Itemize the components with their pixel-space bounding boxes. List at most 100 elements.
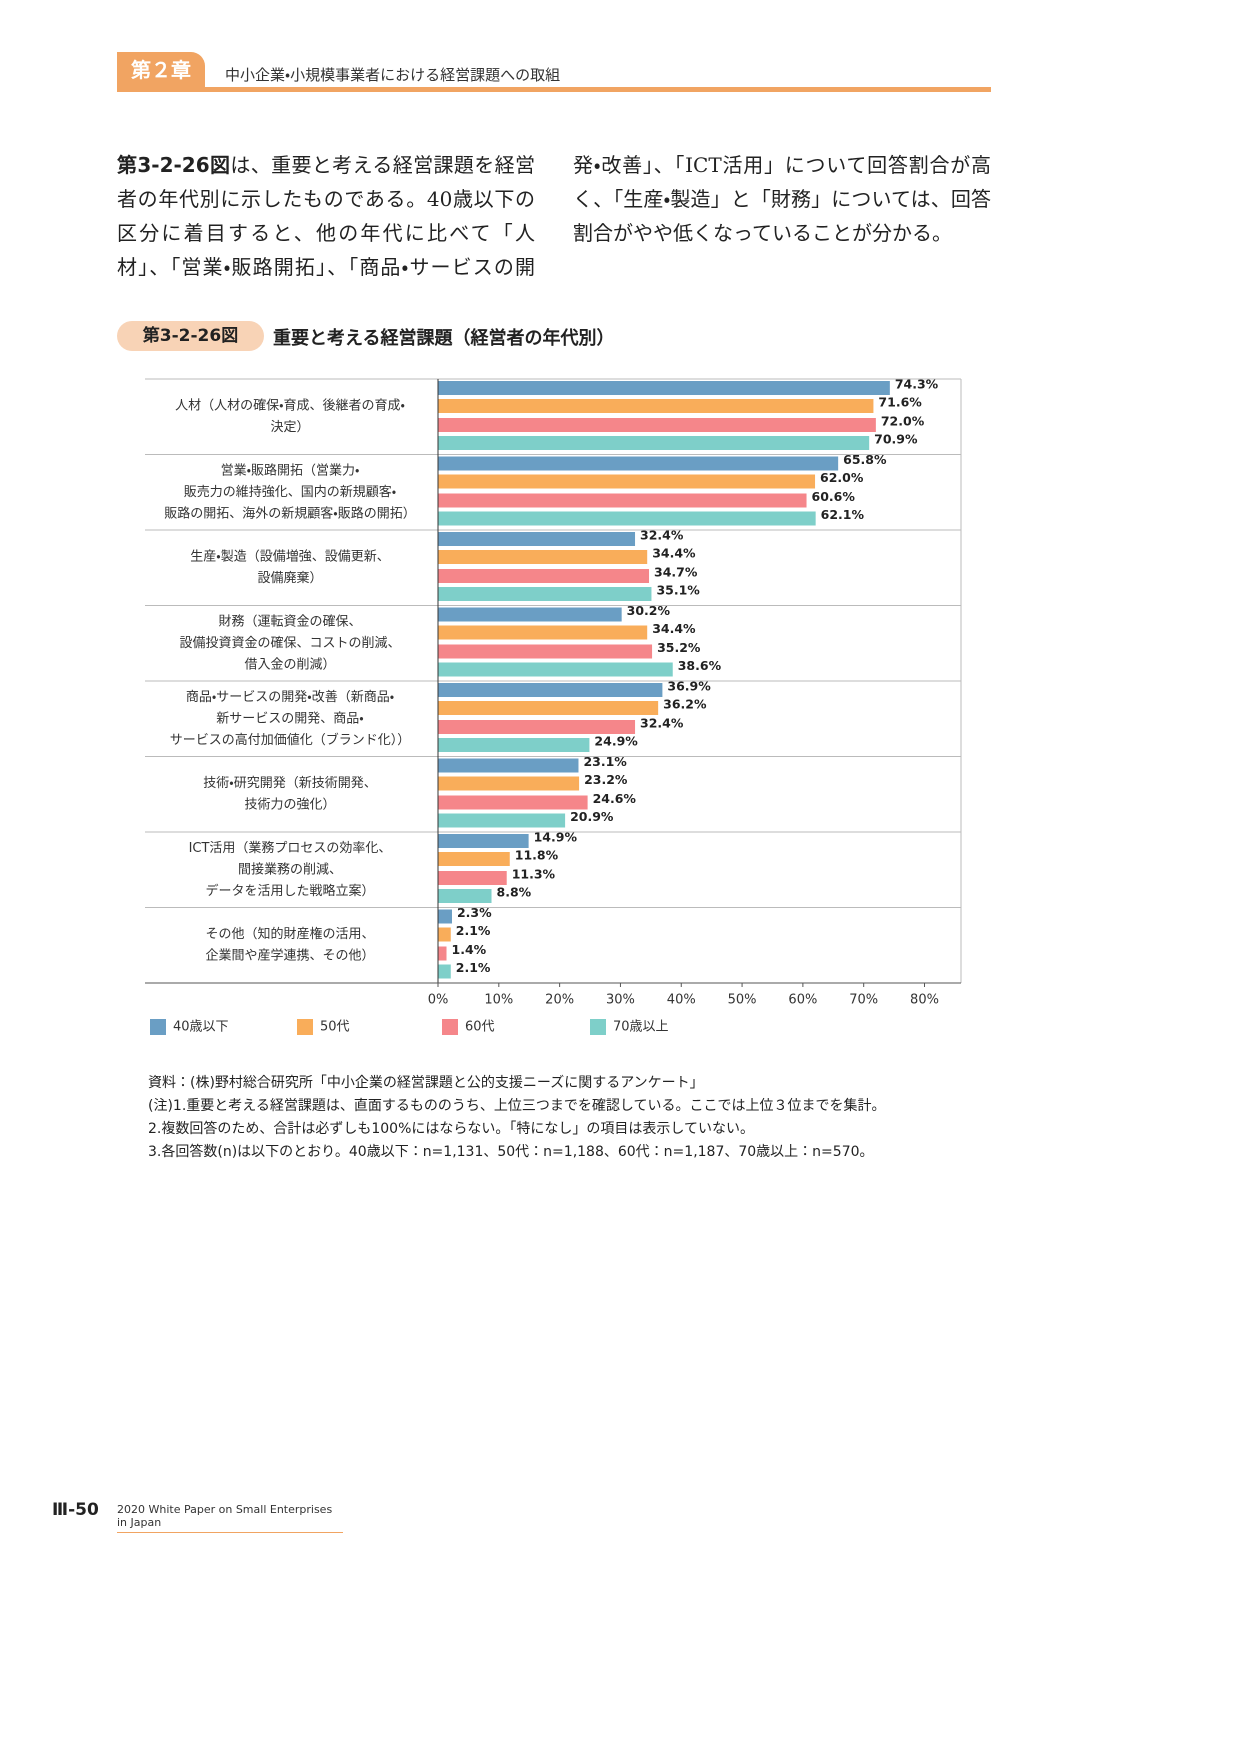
category-label: 技術・研究開発（新技術開発、 (203, 775, 376, 791)
body-paragraph: 第3-2-26図は、重要と考える経営課題を経営者の年代別に示したものである。40… (117, 148, 991, 284)
bar (438, 418, 876, 432)
figure-title: 重要と考える経営課題（経営者の年代別） (273, 328, 615, 349)
x-tick-label: 10% (484, 993, 513, 1008)
header-rule (117, 87, 991, 92)
value-label: 2.3% (457, 905, 492, 920)
category-label: 設備廃棄） (257, 571, 322, 586)
category-label: データを活用した戦略立案） (205, 883, 374, 899)
bar (438, 871, 507, 885)
value-label: 71.6% (878, 395, 922, 410)
chart: 人材（人材の確保・育成、後継者の育成・決定） 74.3% 71.6% 72.0% 70.… (145, 377, 962, 1035)
x-tick-label: 70% (849, 993, 878, 1008)
note: (注)1.重要と考える経営課題は、直面するもののうち、上位三つまでを確認している… (148, 1098, 886, 1114)
value-label: 32.4% (640, 528, 684, 543)
bar (438, 720, 636, 734)
value-label: 1.4% (452, 942, 487, 957)
value-label: 11.3% (512, 867, 556, 882)
category-label: 決定） (270, 420, 309, 435)
value-label: 34.4% (652, 546, 696, 561)
category-label: 設備投資資金の確保、コストの削減、 (179, 635, 400, 651)
bar (438, 662, 673, 677)
note: 2.複数回答のため、合計は必ずしも100%にはならない。「特になし」の項目は表示… (148, 1121, 754, 1137)
x-tick-label: 20% (545, 993, 574, 1008)
figure-number: 第3-2-26図 (117, 321, 264, 351)
legend-label: 40歳以下 (173, 1020, 229, 1035)
category-label: 人材（人材の確保・育成、後継者の育成・ (175, 398, 405, 414)
bar (438, 587, 652, 601)
value-label: 24.6% (593, 791, 637, 806)
publication: 2020 White Paper on Small Enterprises in… (117, 1503, 343, 1533)
page-number: Ⅲ-50 (52, 1500, 99, 1520)
value-label: 36.9% (667, 679, 711, 694)
value-label: 34.7% (654, 565, 698, 580)
x-tick-label: 30% (606, 993, 635, 1008)
bar (438, 381, 890, 395)
value-label: 60.6% (812, 489, 856, 504)
value-label: 24.9% (594, 734, 638, 749)
bar (438, 399, 874, 413)
bar (438, 625, 648, 640)
bar (438, 889, 492, 903)
chapter-tab: 第２章 (117, 52, 205, 88)
legend-label: 50代 (320, 1020, 350, 1035)
bar (438, 813, 566, 828)
bar (438, 909, 452, 924)
bar (438, 569, 650, 583)
legend-label: 70歳以上 (613, 1020, 669, 1035)
body-text: は、重要と考える経営課題を経営者の年代別に示したものである。40歳以下の区分に着… (117, 153, 991, 279)
value-label: 11.8% (515, 848, 559, 863)
category-label: 企業間や産学連携、その他） (205, 948, 374, 964)
category-label: 生産・製造（設備増強、設備更新、 (190, 550, 389, 565)
bar (438, 511, 816, 526)
value-label: 35.2% (657, 640, 701, 655)
bar (438, 683, 663, 697)
value-label: 34.4% (652, 621, 696, 636)
value-label: 23.1% (583, 754, 627, 769)
bar (438, 474, 816, 489)
chapter-title: 中小企業・小規模事業者における経営課題への取組 (225, 66, 561, 84)
value-label: 35.1% (656, 583, 700, 598)
notes: 資料：(株)野村総合研究所「中小企業の経営課題と公的支援ニーズに関するアンケート… (148, 1072, 885, 1164)
category-label: その他（知的財産権の活用、 (205, 926, 374, 942)
category-label: 営業・販路開拓（営業力・ (221, 462, 360, 478)
value-label: 14.9% (534, 830, 578, 845)
bar (438, 456, 839, 471)
value-label: 62.1% (821, 507, 865, 522)
bar (438, 550, 648, 564)
value-label: 70.9% (874, 432, 918, 447)
bar (438, 776, 580, 791)
bar (438, 532, 636, 546)
x-tick-label: 40% (667, 993, 696, 1008)
bar (438, 834, 529, 848)
value-label: 72.0% (881, 414, 925, 429)
value-label: 8.8% (497, 885, 532, 900)
legend-label: 60代 (465, 1020, 495, 1035)
bar (438, 493, 807, 508)
category-label: サービスの高付加価値化（ブランド化）） (170, 732, 411, 748)
bar (438, 436, 870, 450)
category-label: 販売力の維持強化、国内の新規顧客・ (184, 484, 396, 500)
value-label: 20.9% (570, 809, 614, 824)
bar (438, 946, 447, 961)
category-label: 技術力の強化） (244, 797, 335, 813)
bar (438, 852, 510, 866)
x-tick-label: 50% (728, 993, 757, 1008)
bar (438, 795, 588, 810)
legend-swatch (590, 1019, 606, 1035)
note: 3.各回答数(n)は以下のとおり。40歳以下：n=1,131、50代：n=1,1… (148, 1144, 874, 1160)
category-label: ICT活用（業務プロセスの効率化、 (189, 840, 392, 856)
bar (438, 644, 653, 659)
category-label: 借入金の削減） (244, 656, 335, 672)
figure-ref: 第3-2-26図 (117, 153, 231, 177)
category-label: 財務（運転資金の確保、 (218, 613, 361, 629)
value-label: 30.2% (627, 603, 671, 618)
bar (438, 607, 622, 622)
category-label: 間接業務の削減、 (238, 861, 342, 877)
bar (438, 964, 451, 979)
category-label: 商品・サービスの開発・改善（新商品・ (186, 689, 394, 705)
bar (438, 738, 590, 752)
legend-swatch (297, 1019, 313, 1035)
bar (438, 701, 659, 715)
value-label: 23.2% (584, 772, 628, 787)
